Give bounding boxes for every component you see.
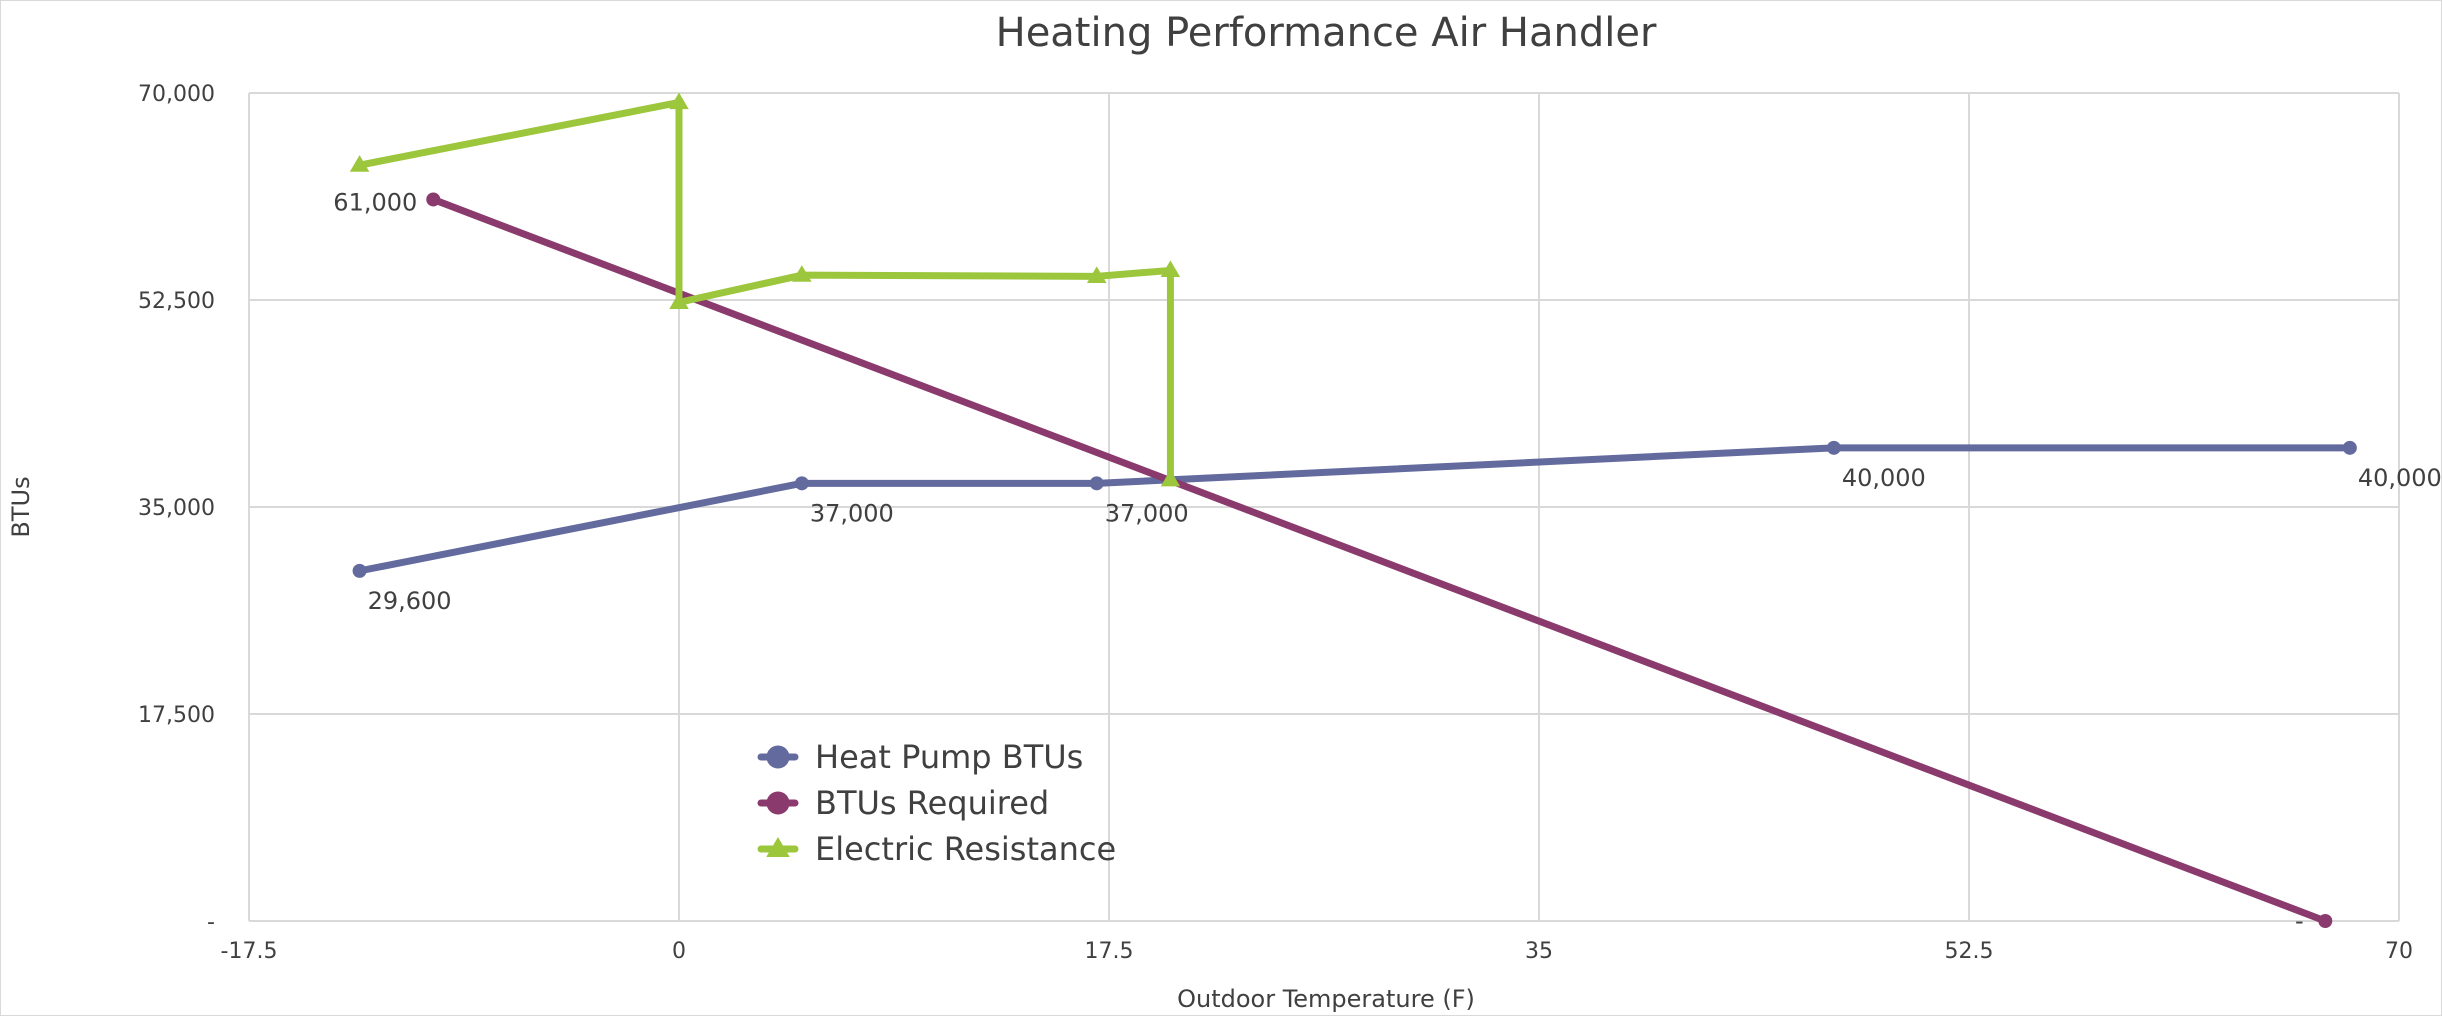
legend-label-1: BTUs Required xyxy=(815,784,1049,822)
series-1-point-0 xyxy=(426,192,441,207)
x-tick-label: 0 xyxy=(672,939,686,964)
series-2-point-1 xyxy=(669,92,689,110)
data-label: 61,000 xyxy=(333,188,417,216)
legend-label-2: Electric Resistance xyxy=(815,830,1116,868)
data-label: 29,600 xyxy=(368,587,452,615)
x-tick-label: 70 xyxy=(2385,939,2413,964)
series-0-point-1 xyxy=(794,476,809,491)
series-2-point-6 xyxy=(1160,469,1181,487)
series-line-1 xyxy=(429,195,2329,925)
series-0-point-4 xyxy=(2342,440,2357,455)
series-2-point-2 xyxy=(669,292,689,309)
series-0-point-2 xyxy=(1089,476,1104,491)
y-tick-label: 35,000 xyxy=(138,496,215,521)
data-label: 37,000 xyxy=(810,499,894,527)
x-tick-label: 52.5 xyxy=(1945,939,1994,964)
x-axis-title: Outdoor Temperature (F) xyxy=(1177,985,1475,1013)
marker-layer xyxy=(349,92,2357,928)
legend-marker-2 xyxy=(766,837,790,857)
legend: Heat Pump BTUs BTUs Required Electric Resi… xyxy=(757,738,1116,868)
legend-marker-1 xyxy=(766,791,790,815)
axis-tick-labels: -17.5 0 17.5 35 52.5 70 - 17,500 35,000 52,500 70,… xyxy=(138,82,2413,964)
x-tick-label: 17.5 xyxy=(1085,939,1134,964)
y-tick-label: - xyxy=(207,910,215,935)
series-2-point-3 xyxy=(792,265,812,282)
series-2-point-5 xyxy=(1160,260,1181,278)
y-tick-label: 52,500 xyxy=(138,289,215,314)
grid xyxy=(249,92,2400,921)
y-axis-title: BTUs xyxy=(7,476,35,537)
series-2-point-4 xyxy=(1086,266,1107,283)
series-2-point-0 xyxy=(349,155,370,172)
chart-title: Heating Performance Air Handler xyxy=(996,10,1657,56)
data-label: 40,000 xyxy=(2358,464,2441,492)
x-tick-label: -17.5 xyxy=(221,939,278,964)
series-1-point-1 xyxy=(2318,914,2333,928)
y-tick-label: 17,500 xyxy=(138,703,215,728)
y-tick-label: 70,000 xyxy=(138,82,215,107)
data-label: - xyxy=(2295,907,2304,935)
data-label: 37,000 xyxy=(1105,499,1189,527)
legend-label-0: Heat Pump BTUs xyxy=(815,738,1083,776)
legend-marker-0 xyxy=(766,745,790,769)
data-labels: 29,600 37,000 37,000 40,000 40,000 61,000 - xyxy=(333,188,2441,935)
series-0-point-0 xyxy=(352,563,367,578)
x-tick-label: 35 xyxy=(1525,939,1553,964)
series-0-point-3 xyxy=(1826,440,1841,455)
data-label: 40,000 xyxy=(1842,464,1926,492)
